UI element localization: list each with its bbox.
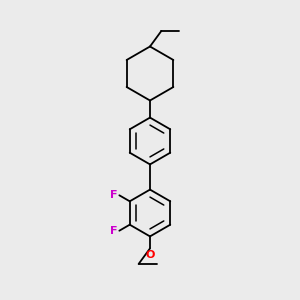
Text: F: F	[110, 190, 118, 200]
Text: F: F	[110, 226, 118, 236]
Text: O: O	[145, 250, 155, 260]
